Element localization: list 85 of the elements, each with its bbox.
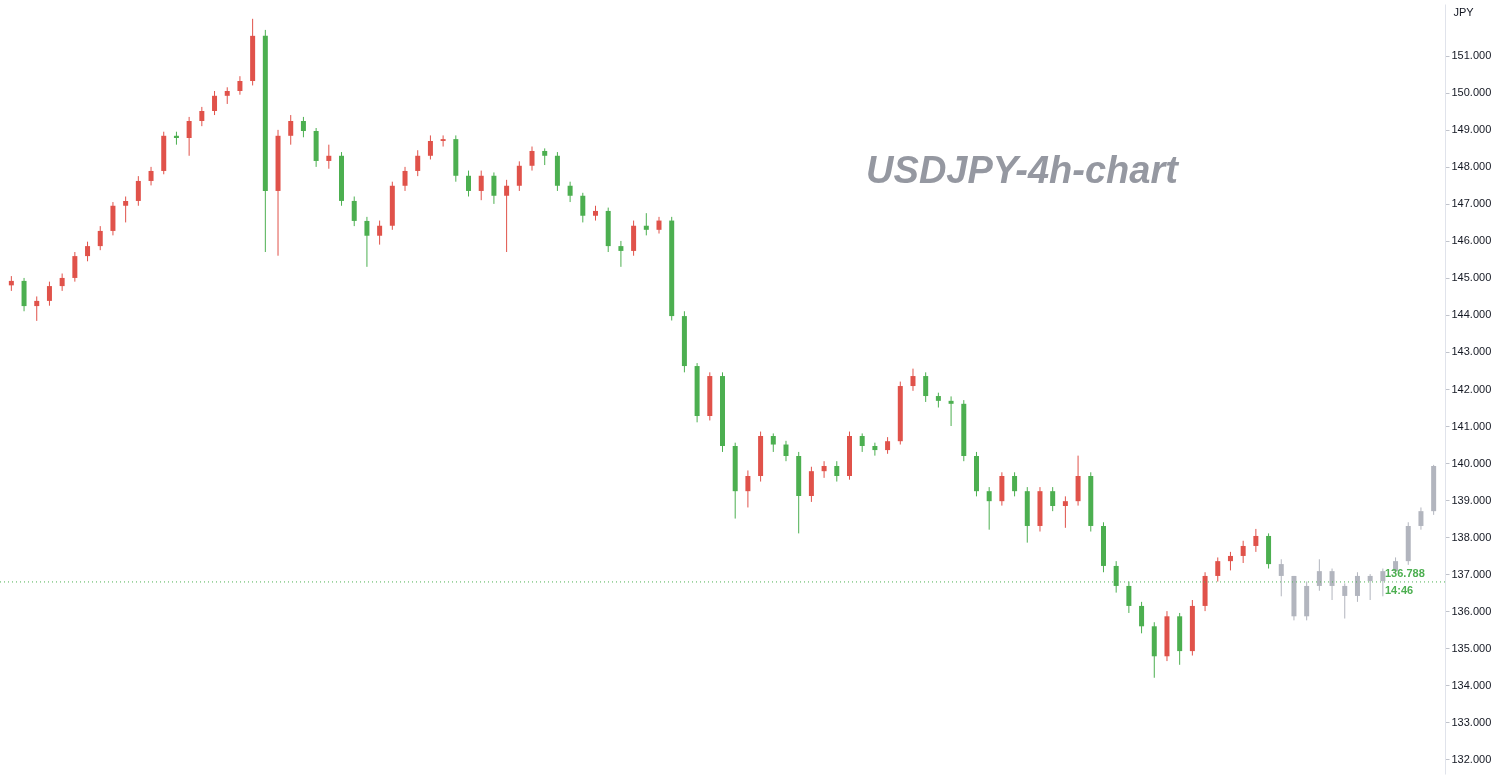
candlestick: [1240, 540, 1246, 564]
y-tick-label: 148.000: [1451, 160, 1492, 173]
candlestick: [186, 116, 192, 157]
y-tick-label: 137.000: [1451, 567, 1492, 580]
candlestick: [745, 469, 751, 508]
y-tick-label: 138.000: [1451, 530, 1492, 543]
candlestick: [364, 216, 370, 268]
candlestick: [923, 371, 929, 403]
ref-line-label: 136.788: [1385, 566, 1425, 579]
candlestick: [466, 170, 472, 197]
candlestick: [288, 114, 294, 146]
candlestick: [783, 440, 789, 462]
y-tick-label: 144.000: [1451, 308, 1492, 321]
y-tick-label: 145.000: [1451, 271, 1492, 284]
candlestick: [948, 395, 954, 427]
candlestick: [1253, 528, 1259, 553]
candlestick: [402, 166, 408, 192]
candlestick: [872, 442, 878, 457]
candlestick: [199, 106, 205, 127]
candlestick: [491, 171, 497, 205]
candlestick: [1316, 558, 1322, 592]
y-tick-label: 134.000: [1451, 678, 1492, 691]
candlestick: [1050, 486, 1056, 512]
candlestick: [567, 181, 573, 203]
candlestick: [300, 116, 306, 138]
candlestick: [123, 196, 129, 223]
y-tick-label: 141.000: [1451, 419, 1492, 432]
candlestick: [72, 251, 78, 283]
y-tick-label: 135.000: [1451, 641, 1492, 654]
candlestick: [351, 196, 357, 227]
candlestick: [1215, 556, 1221, 582]
candlestick: [834, 460, 840, 483]
y-tick-label: 139.000: [1451, 493, 1492, 506]
candlestick: [440, 134, 446, 148]
y-tick-label: 132.000: [1451, 752, 1492, 765]
candlestick: [1329, 568, 1335, 601]
candlestick: [1139, 601, 1145, 634]
candlestick: [135, 175, 141, 207]
candlestick: [643, 212, 649, 236]
candlestick: [148, 166, 154, 186]
candlestick: [1342, 582, 1348, 620]
y-tick-label: 143.000: [1451, 345, 1492, 358]
candlestick: [427, 134, 433, 160]
candlestick: [478, 170, 484, 201]
annotation: 14:46: [1385, 583, 1414, 596]
candlestick: [46, 281, 52, 307]
candlestick: [377, 220, 383, 246]
candlestick: [415, 149, 421, 177]
candlestick: [212, 90, 218, 116]
y-tick-label: 150.000: [1451, 86, 1492, 99]
candlestick: [59, 273, 65, 292]
y-tick-label: 133.000: [1451, 715, 1492, 728]
candlestick: [986, 486, 992, 531]
candlestick: [326, 144, 332, 170]
candlestick: [910, 368, 916, 392]
candlestick: [618, 240, 624, 268]
y-tick-label: 146.000: [1451, 234, 1492, 247]
annotation: USDJPY-4h-chart: [866, 149, 1180, 191]
candlestick: [580, 192, 586, 223]
candlestick: [237, 75, 243, 96]
candlestick: [859, 432, 865, 453]
candlestick: [656, 216, 662, 235]
candlestick: [821, 460, 827, 479]
y-tick-label: 142.000: [1451, 382, 1492, 395]
candlestick: [34, 295, 40, 322]
candlestick: [1227, 551, 1233, 571]
candlestick: [770, 432, 776, 453]
candlestick: [1354, 571, 1360, 603]
y-tick-label: 151.000: [1451, 49, 1492, 62]
y-tick-label: 149.000: [1451, 123, 1492, 136]
candlestick: [1418, 506, 1424, 531]
y-axis-title: JPY: [1453, 5, 1475, 18]
candlestick: [85, 241, 91, 262]
y-tick-label: 147.000: [1451, 197, 1492, 210]
y-tick-label: 136.000: [1451, 604, 1492, 617]
candlestick: [1380, 568, 1386, 597]
candlestick: [1012, 471, 1018, 497]
candlestick: [1367, 573, 1373, 601]
candlestick: [529, 146, 535, 172]
candlestick: [97, 225, 103, 251]
candlestick: [1278, 558, 1284, 597]
candlestick: [516, 160, 522, 192]
candlestick: [504, 179, 510, 253]
candlestick: [1062, 495, 1068, 529]
y-tick-label: 140.000: [1451, 456, 1492, 469]
